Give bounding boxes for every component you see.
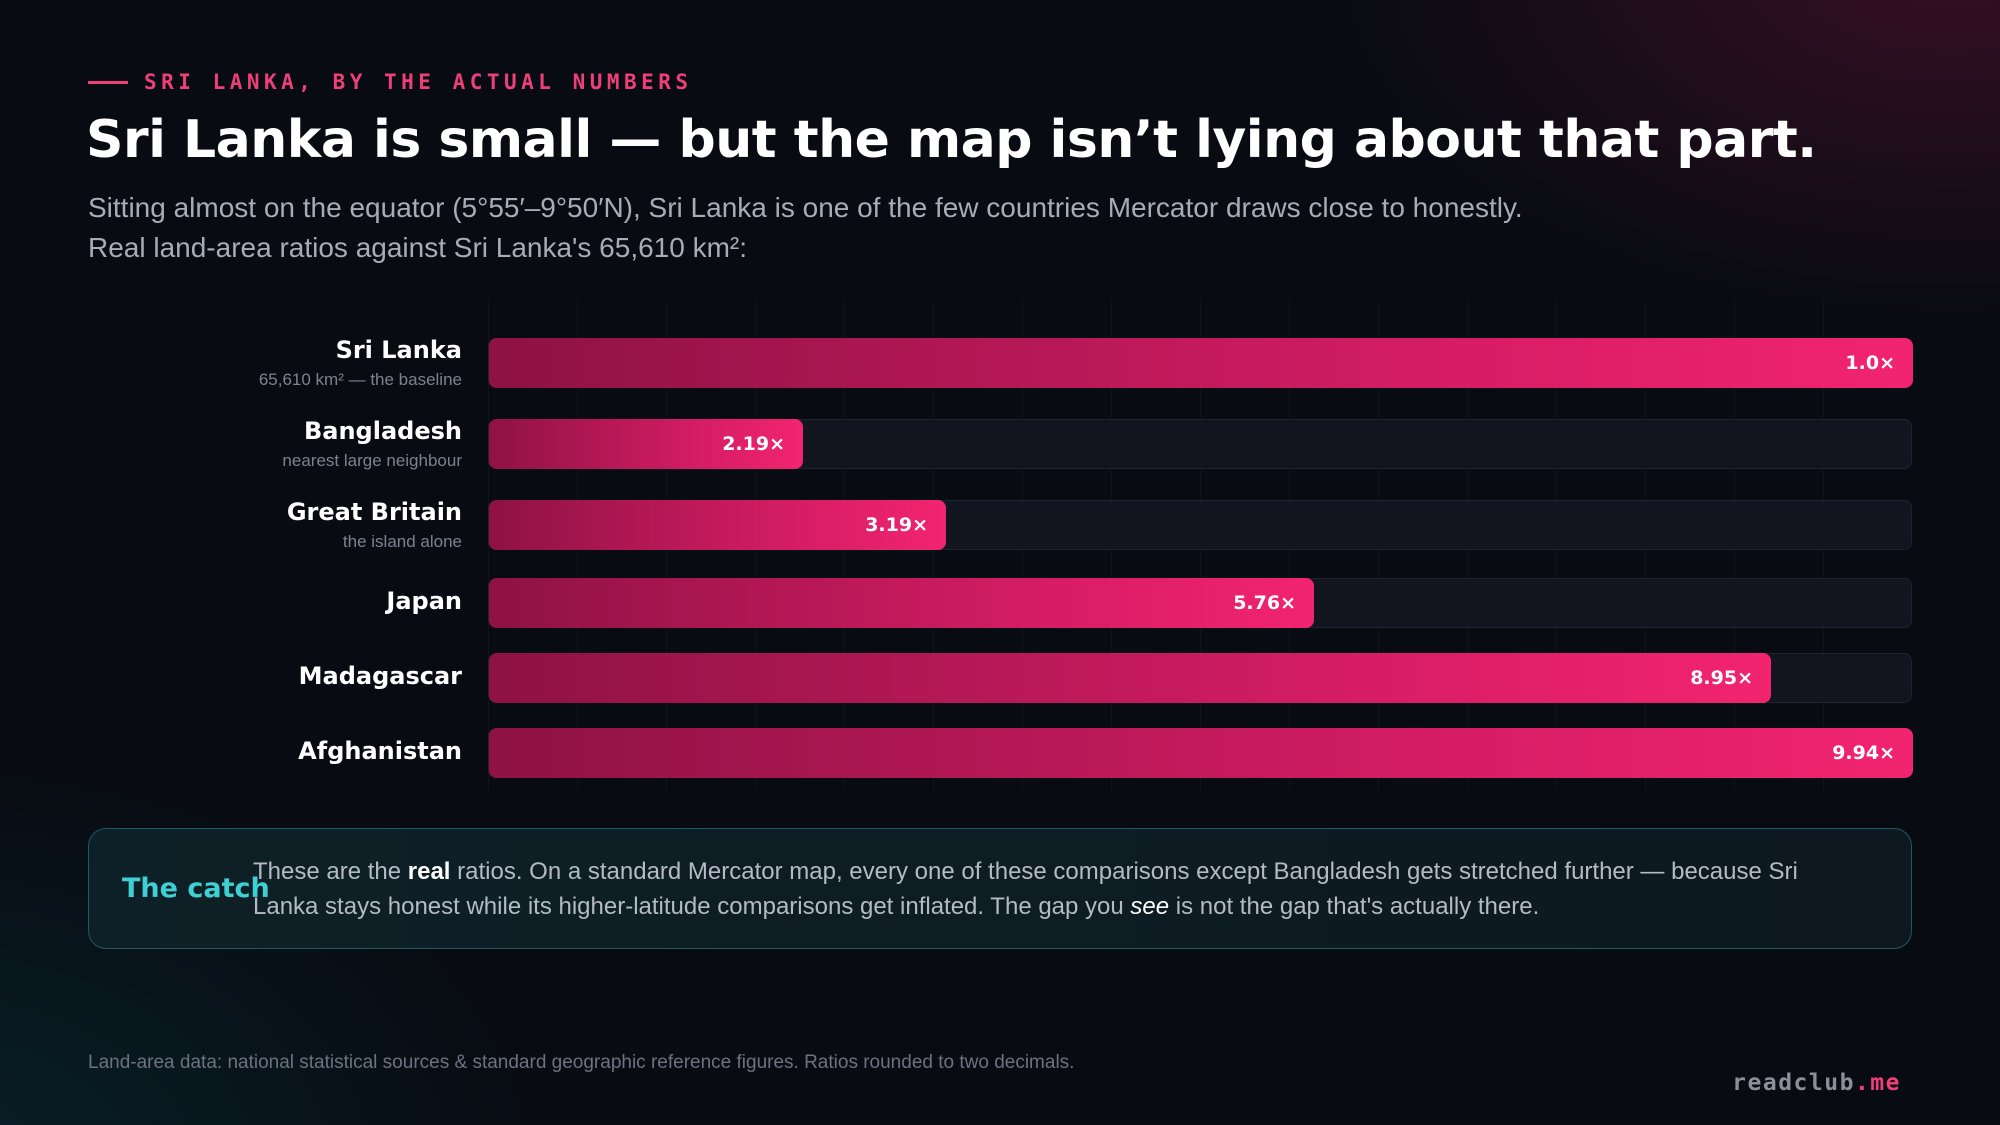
bar: 9.94× [489,728,1913,778]
bar: 8.95× [489,653,1771,703]
callout-label: The catch [122,873,270,904]
eyebrow-text: SRI LANKA, BY THE ACTUAL NUMBERS [144,70,693,94]
bar-category: Sri Lanka [335,336,462,364]
bar: 2.19× [489,419,803,469]
bar-value-label: 1.0× [1845,352,1895,374]
bar-label: Bangladesh nearest large neighbour [282,417,462,471]
bar-label: Japan [386,587,462,615]
bar-category: Bangladesh [303,417,462,445]
bar-value-label: 9.94× [1832,742,1895,764]
brand-tld: .me [1854,1070,1901,1096]
bar-category: Great Britain [286,498,462,526]
bar-track: 3.19× [488,500,1912,550]
callout-text: These are the real ratios. On a standard… [253,854,1833,924]
catch-callout: The catch These are the real ratios. On … [88,828,1912,949]
bar-track: 5.76× [488,578,1912,628]
callout-text-italic: see [1130,892,1170,920]
bar-label: Afghanistan [298,737,462,765]
bar: 5.76× [489,578,1314,628]
brand-name: readclub [1732,1070,1855,1096]
bar-track: 9.94× [488,728,1913,778]
eyebrow: SRI LANKA, BY THE ACTUAL NUMBERS [88,70,693,94]
bar-track: 2.19× [488,419,1912,469]
bar-value-label: 8.95× [1690,667,1753,689]
callout-text-middle: ratios. On a standard Mercator map, ever… [253,857,1798,920]
callout-text-bold: real [407,857,451,885]
callout-text-after: is not the gap that's actually there. [1169,892,1540,920]
bar-category: Madagascar [298,662,462,690]
bar-note: the island alone [342,532,462,551]
bar-value-label: 2.19× [722,433,785,455]
bar: 3.19× [489,500,946,550]
bar-label: Madagascar [299,662,462,690]
page-subtitle: Sitting almost on the equator (5°55′–9°5… [88,192,1523,263]
bar-value-label: 3.19× [865,514,928,536]
bar-track: 1.0× [488,338,1913,388]
callout-text-before: These are the [253,857,408,885]
brand-logo[interactable]: readclub.me [1732,1070,1901,1096]
bar-note: nearest large neighbour [282,451,462,470]
bar-label: Sri Lanka 65,610 km² — the baseline [259,336,462,390]
bar: 1.0× [489,338,1913,388]
eyebrow-rule [88,80,128,84]
bar-category: Afghanistan [298,737,462,765]
bar-track: 8.95× [488,653,1912,703]
bar-category: Japan [386,587,462,615]
source-note: Land-area data: national statistical sou… [88,1052,1075,1073]
bar-note: 65,610 km² — the baseline [258,370,462,389]
bar-value-label: 5.76× [1233,592,1296,614]
page-title: Sri Lanka is small — but the map isn’t l… [86,110,1817,170]
bar-label: Great Britain the island alone [287,498,462,552]
